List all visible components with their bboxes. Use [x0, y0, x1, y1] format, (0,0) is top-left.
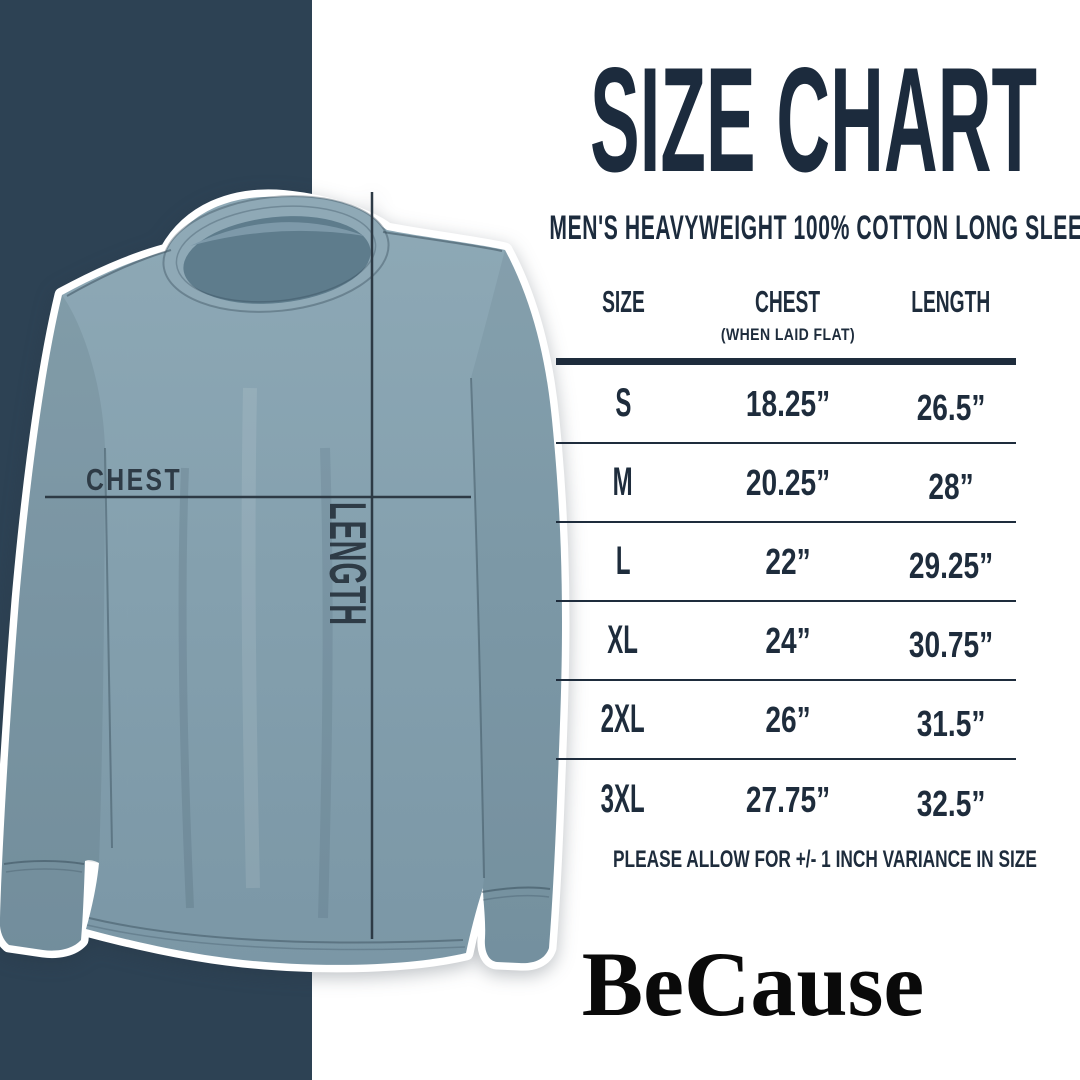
length-value: 28” — [928, 465, 974, 507]
left-sleeve-seam — [104, 447, 113, 849]
fabric-fold — [318, 447, 333, 919]
chest-value: 22” — [765, 540, 811, 582]
table-row: L 22” 29.25” — [556, 523, 1016, 602]
right-cuff-seam — [481, 886, 551, 893]
header-cell-size: SIZE — [556, 280, 690, 358]
size-table: SIZE CHEST (WHEN LAID FLAT) LENGTH S 18.… — [556, 280, 1016, 839]
chest-value: 24” — [765, 619, 811, 661]
fabric-highlight — [241, 387, 260, 889]
length-value: 32.5” — [916, 782, 986, 824]
size-value: 2XL — [600, 697, 645, 741]
right-cuff-seam-2 — [482, 894, 550, 901]
variance-note: PLEASE ALLOW FOR +/- 1 INCH VARIANCE IN … — [613, 846, 1037, 873]
table-row: 2XL 26” 31.5” — [556, 681, 1016, 760]
length-column-header: LENGTH — [911, 284, 991, 319]
hem-stitch — [88, 917, 464, 944]
chest-measure-label: CHEST — [86, 462, 183, 497]
length-value: 26.5” — [916, 386, 986, 428]
left-shoulder-seam — [66, 249, 172, 297]
hem-stitch-2 — [86, 924, 466, 951]
length-measure-label: LENGTH — [318, 502, 376, 627]
shirt-photo — [0, 148, 585, 1080]
chest-column-header: CHEST — [755, 284, 821, 319]
length-value: 29.25” — [908, 544, 994, 586]
table-row: S 18.25” 26.5” — [556, 365, 1016, 444]
size-value: XL — [607, 618, 639, 662]
table-row: 3XL 27.75” 32.5” — [556, 760, 1016, 839]
chest-value: 27.75” — [745, 778, 831, 820]
page-subtitle: MEN'S HEAVYWEIGHT 100% COTTON LONG SLEEV… — [549, 209, 1080, 247]
chest-value: 26” — [765, 698, 811, 740]
long-sleeve-shirt-illustration — [0, 189, 570, 973]
table-row: M 20.25” 28” — [556, 444, 1016, 523]
length-value: 30.75” — [908, 623, 994, 665]
right-sleeve-seam — [470, 377, 485, 879]
table-row: XL 24” 30.75” — [556, 602, 1016, 681]
size-value: L — [615, 539, 631, 583]
back-neckband — [190, 222, 365, 246]
header-cell-chest: CHEST (WHEN LAID FLAT) — [690, 280, 886, 358]
chest-value: 18.25” — [745, 382, 831, 424]
page-title: SIZE CHART — [590, 36, 1037, 203]
chest-value: 20.25” — [745, 461, 831, 503]
fabric-fold — [178, 467, 194, 909]
collar-opening — [183, 216, 371, 304]
size-table-header: SIZE CHEST (WHEN LAID FLAT) LENGTH — [556, 280, 1016, 365]
size-value: 3XL — [600, 777, 645, 821]
chest-column-subheader: (WHEN LAID FLAT) — [720, 325, 856, 344]
shirt-silhouette — [0, 189, 570, 973]
right-sleeve-shade — [471, 250, 562, 964]
left-sleeve-shade — [0, 295, 105, 951]
size-value: S — [614, 381, 632, 425]
left-cuff-seam-2 — [5, 868, 83, 873]
size-column-header: SIZE — [601, 284, 645, 319]
collar-seam — [175, 205, 377, 303]
brand-logo: BeCause — [581, 933, 925, 1035]
length-value: 31.5” — [916, 702, 986, 744]
left-cuff-seam — [3, 860, 85, 865]
header-cell-length: LENGTH — [886, 280, 1016, 358]
right-shoulder-seam — [382, 231, 503, 252]
size-value: M — [612, 460, 633, 504]
